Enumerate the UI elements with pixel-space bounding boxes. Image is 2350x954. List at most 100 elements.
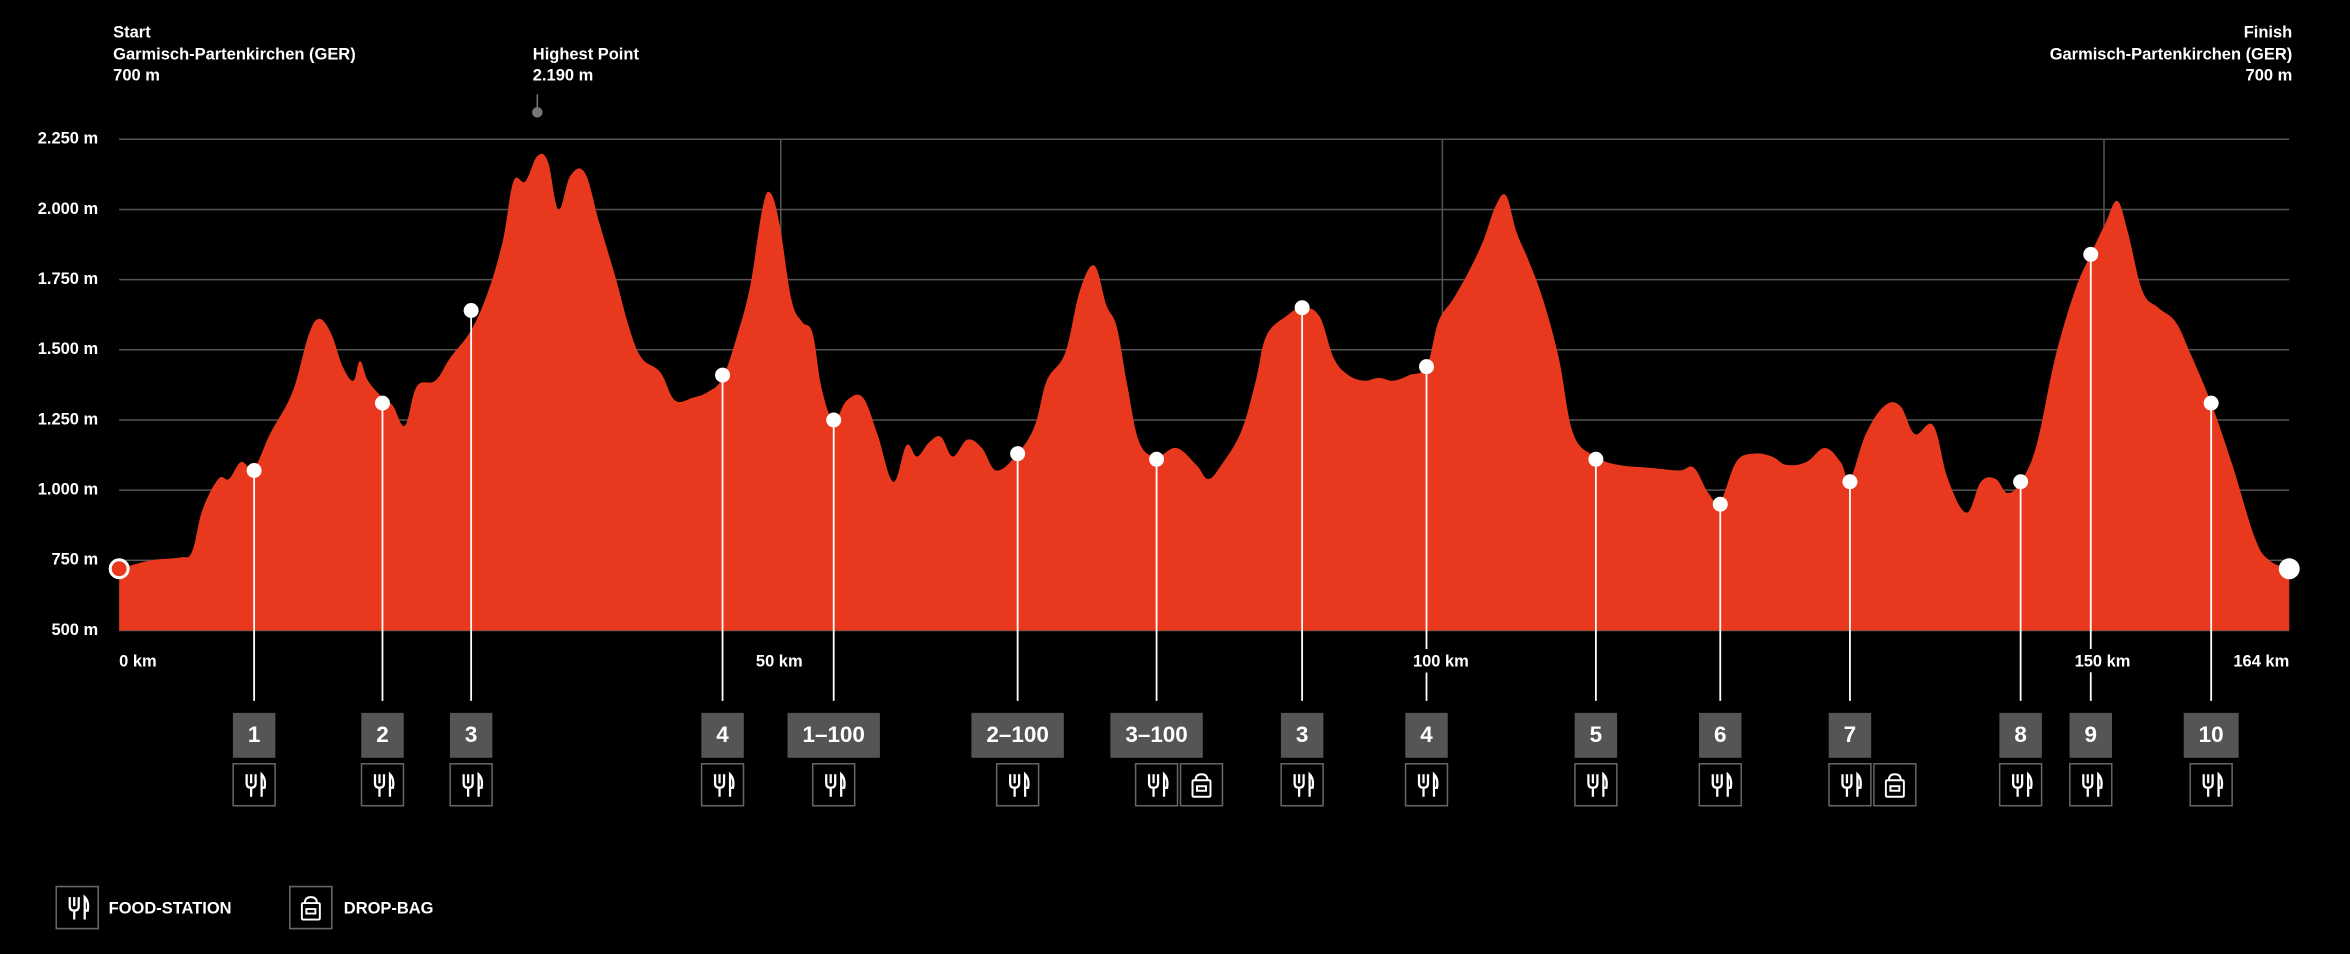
- station-point: [246, 463, 262, 478]
- station-label-box: [971, 712, 1064, 758]
- food-icon-box: [449, 763, 493, 807]
- station-label-box: [1999, 712, 2042, 758]
- station-label: 1: [248, 722, 261, 747]
- station-label-box: [449, 712, 493, 758]
- station-label: 2–100: [986, 722, 1048, 747]
- food-icon-box: [1828, 763, 1872, 807]
- start-marker: [108, 558, 130, 580]
- start-elevation: 700 m: [113, 67, 160, 85]
- legend: FOOD-STATION DROP-BAG: [55, 885, 434, 930]
- station-point: [715, 367, 731, 383]
- station-label: 4: [1420, 722, 1433, 747]
- drop-bag-icon-box: [1179, 763, 1224, 807]
- station-point: [826, 412, 842, 428]
- food-icon: [1841, 771, 1862, 797]
- station-point: [1842, 474, 1858, 490]
- finish-elevation: 700 m: [2246, 67, 2293, 85]
- y-tick-label: 1.500 m: [38, 340, 98, 358]
- station-label: 7: [1844, 722, 1857, 747]
- food-icon-box: [1574, 763, 1618, 807]
- station-point: [1419, 359, 1434, 375]
- y-tick-label: 1.250 m: [38, 410, 98, 428]
- highest-point-title: Highest Point: [533, 46, 640, 64]
- station-label: 3: [1296, 722, 1309, 747]
- food-icon: [1147, 771, 1169, 797]
- station-label: 1–100: [802, 722, 864, 747]
- station-label-box: [2069, 712, 2112, 758]
- station-label-box: [787, 712, 880, 758]
- station-label: 3–100: [1125, 722, 1187, 747]
- x-tick-label: 100 km: [1413, 652, 1469, 670]
- x-tick-label: 150 km: [2075, 652, 2131, 670]
- x-tick-label: 0 km: [119, 652, 157, 670]
- food-icon-box: [55, 885, 99, 930]
- station-label-box: [232, 712, 276, 758]
- food-icon: [2202, 771, 2224, 797]
- food-icon: [2012, 771, 2033, 797]
- station-label-box: [701, 712, 744, 758]
- x-tick-label: 164 km: [2233, 652, 2289, 670]
- elevation-area: [119, 153, 2290, 631]
- food-icon: [373, 771, 395, 797]
- food-icon: [713, 771, 735, 797]
- station-label: 3: [465, 722, 478, 747]
- food-icon-box: [2069, 763, 2113, 807]
- station-point: [2013, 474, 2029, 490]
- station-label: 4: [716, 722, 729, 747]
- food-icon: [825, 771, 846, 797]
- station-label: 9: [2085, 722, 2098, 747]
- food-icon-box: [700, 763, 745, 807]
- station-label: 6: [1714, 722, 1727, 747]
- station-label-box: [1280, 712, 1324, 758]
- station-label: 10: [2199, 722, 2224, 747]
- station-point: [2203, 395, 2219, 411]
- station-point: [2083, 246, 2099, 262]
- y-tick-label: 1.000 m: [38, 481, 98, 499]
- legend-food-label: FOOD-STATION: [109, 899, 232, 917]
- finish-title: Finish: [2244, 23, 2293, 41]
- food-icon-box: [360, 763, 405, 807]
- station-label: 8: [2014, 722, 2027, 747]
- start-title: Start: [113, 23, 151, 41]
- station-label-box: [1699, 712, 1742, 758]
- stations: 1 2 3 4 1–100 2–100 3–100 3 4 5 6 7 8 9 10: [232, 246, 2239, 807]
- station-point: [463, 303, 479, 318]
- station-label-box: [1574, 712, 1618, 758]
- food-icon: [1711, 771, 1733, 797]
- drop-bag-icon-box: [289, 885, 333, 930]
- food-icon-box: [2189, 763, 2233, 807]
- station-point: [1149, 451, 1165, 467]
- food-icon: [68, 894, 90, 920]
- drop-bag-icon: [1191, 773, 1212, 798]
- finish-marker: [2278, 558, 2300, 580]
- food-icon-box: [811, 763, 856, 807]
- drop-bag-icon: [1884, 773, 1905, 798]
- station-point: [1712, 496, 1728, 512]
- y-tick-label: 2.250 m: [38, 130, 98, 148]
- station-label-box: [1828, 712, 1872, 758]
- food-icon-box: [232, 763, 276, 807]
- food-icon-box: [1280, 763, 1324, 807]
- finish-place: Garmisch-Partenkirchen (GER): [2050, 46, 2293, 64]
- food-icon-box: [995, 763, 1040, 807]
- station-point: [1010, 446, 1026, 462]
- drop-bag-icon-box: [1873, 763, 1917, 807]
- station-point: [1294, 300, 1310, 316]
- y-tick-label: 2.000 m: [38, 200, 98, 218]
- plot: [108, 153, 2300, 631]
- start-place: Garmisch-Partenkirchen (GER): [113, 46, 356, 64]
- station-label: 5: [1590, 722, 1603, 747]
- station-point: [1588, 451, 1604, 467]
- food-icon: [462, 771, 484, 797]
- y-tick-label: 750 m: [51, 551, 98, 569]
- food-icon-box: [1404, 763, 1449, 807]
- station-point: [374, 395, 390, 411]
- station-label: 2: [376, 722, 389, 747]
- y-tick-label: 1.750 m: [38, 270, 98, 288]
- station-label-box: [1405, 712, 1448, 758]
- legend-drop-bag-label: DROP-BAG: [344, 899, 434, 917]
- food-icon: [1009, 771, 1030, 797]
- food-icon-box: [1998, 763, 2043, 807]
